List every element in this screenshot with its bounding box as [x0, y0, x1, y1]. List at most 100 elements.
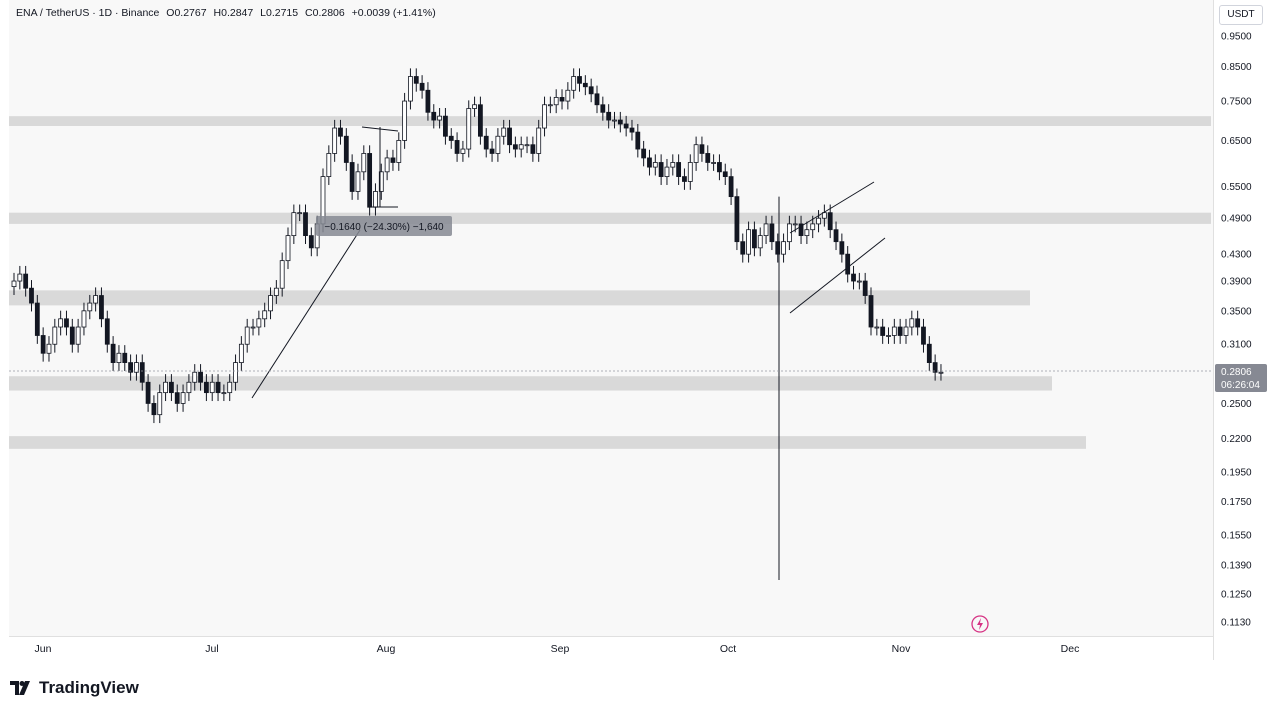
- candle-body: [52, 326, 58, 345]
- candle-body: [606, 111, 612, 121]
- candle-body: [769, 223, 775, 243]
- candle-body: [559, 97, 565, 102]
- candle-body: [11, 280, 17, 288]
- candle-body: [880, 326, 886, 336]
- candle-body: [763, 223, 769, 237]
- candle-body: [454, 140, 460, 154]
- candle-body: [676, 162, 682, 177]
- support-resistance-zone: [9, 116, 1211, 127]
- price-tick: 0.9500: [1221, 32, 1252, 43]
- time-tick: Nov: [892, 643, 911, 655]
- candle-body: [629, 127, 635, 133]
- trend-line: [251, 229, 361, 399]
- candle-body: [582, 82, 588, 88]
- candle-body: [256, 318, 262, 328]
- candle-body: [58, 318, 64, 328]
- price-tick: 0.1750: [1221, 497, 1252, 508]
- lightning-icon[interactable]: [971, 615, 989, 633]
- candle-body: [343, 135, 349, 163]
- candle-body: [781, 241, 786, 255]
- candle-body: [891, 326, 897, 336]
- candle-body: [180, 392, 186, 404]
- candle-body: [565, 89, 571, 102]
- candle-body: [862, 280, 868, 296]
- channel-upper-line: [789, 181, 875, 234]
- time-tick: Jul: [205, 643, 218, 655]
- candle-body: [652, 162, 658, 168]
- candle-body: [157, 392, 163, 416]
- candle-body: [921, 326, 926, 345]
- candle-body: [641, 148, 647, 159]
- candle-body: [699, 144, 705, 154]
- candle-body: [722, 171, 728, 177]
- candle-body: [740, 241, 746, 255]
- candle-body: [495, 135, 501, 154]
- candle-body: [23, 273, 29, 289]
- candle-body: [384, 157, 390, 173]
- price-axis[interactable]: [1213, 0, 1271, 660]
- chart-area[interactable]: [9, 0, 1213, 636]
- candle-body: [116, 352, 122, 363]
- candle-body: [308, 235, 314, 249]
- candle-body: [238, 343, 244, 363]
- candle-body: [466, 108, 472, 150]
- candle-body: [658, 162, 664, 177]
- candle-body: [227, 381, 233, 394]
- candle-body: [361, 153, 367, 173]
- candle-body: [472, 104, 477, 109]
- time-tick: Jun: [35, 643, 52, 655]
- candle-body: [443, 115, 448, 137]
- open-value: O0.2767: [166, 7, 207, 19]
- candle-body: [355, 171, 361, 192]
- candle-body: [338, 127, 343, 137]
- currency-button[interactable]: USDT: [1219, 5, 1263, 25]
- candle-body: [623, 123, 629, 129]
- price-tick: 0.5500: [1221, 182, 1252, 193]
- candle-body: [413, 76, 419, 84]
- candle-body: [34, 302, 40, 336]
- price-tick: 0.3500: [1221, 306, 1252, 317]
- candle-body: [915, 318, 921, 328]
- candle-body: [577, 76, 582, 84]
- time-tick: Aug: [377, 643, 396, 655]
- candle-body: [273, 287, 279, 296]
- candle-body: [419, 82, 425, 91]
- support-resistance-zone: [9, 290, 1030, 306]
- candle-body: [64, 318, 69, 328]
- candle-body: [87, 302, 93, 312]
- candle-body: [635, 131, 641, 150]
- candle-body: [600, 104, 606, 113]
- tradingview-logo[interactable]: TradingView: [10, 677, 139, 699]
- candle-body: [297, 212, 303, 215]
- candle-body: [687, 162, 693, 182]
- candle-body: [588, 86, 594, 95]
- candle-body: [203, 381, 209, 394]
- price-tick: 0.4300: [1221, 250, 1252, 261]
- countdown-label: 06:26:04: [1221, 380, 1260, 391]
- price-tick: 0.1550: [1221, 531, 1252, 542]
- candle-body: [233, 362, 238, 383]
- candle-body: [396, 140, 402, 163]
- candle-body: [367, 153, 373, 208]
- candle-body: [332, 127, 338, 154]
- candle-body: [827, 212, 833, 231]
- symbol-label[interactable]: ENA / TetherUS · 1D · Binance: [16, 7, 160, 19]
- support-resistance-zone: [9, 376, 1052, 391]
- candle-body: [489, 148, 495, 154]
- close-value: C0.2806: [305, 7, 345, 19]
- candle-body: [886, 335, 891, 337]
- time-axis[interactable]: [9, 636, 1213, 661]
- candle-body: [670, 162, 676, 168]
- candle-body: [378, 171, 384, 192]
- candle-body: [926, 343, 932, 363]
- candle-body: [752, 229, 757, 249]
- candle-body: [547, 104, 553, 107]
- candle-body: [221, 392, 227, 395]
- candle-body: [682, 176, 687, 182]
- brand-wordmark: TradingView: [39, 678, 139, 697]
- candle-body: [483, 135, 489, 150]
- candle-body: [215, 381, 221, 394]
- candle-body: [75, 326, 81, 345]
- candle-body: [734, 196, 740, 243]
